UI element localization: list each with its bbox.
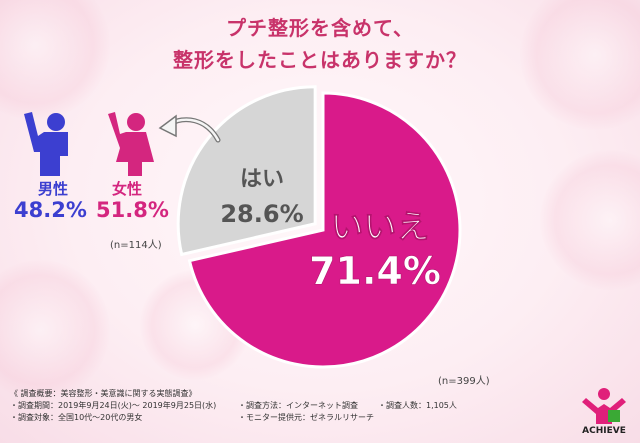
achieve-logo: ACHIEVE: [578, 386, 630, 438]
male-percentage: 48.2%: [14, 198, 87, 222]
footnote-count: ・調査人数：1,105人: [378, 401, 457, 410]
female-percentage: 51.8%: [96, 198, 169, 222]
footnote-target: ・調査対象：全国10代〜20代の男女: [10, 413, 143, 422]
chart-title: プチ整形を含めて、 整形をしたことはありますか？: [0, 12, 640, 76]
total-sample-size: (n=399人): [438, 376, 490, 387]
footnote-period: ・調査期間：2019年9月24日(火)〜 2019年9月25日(水): [10, 401, 217, 410]
female-label: 女性: [112, 180, 143, 198]
curved-arrow-icon: [158, 114, 221, 143]
achieve-logo-icon: [582, 388, 626, 424]
footnote-heading: 《 調査概要：美容整形・美意識に関する実態調査》: [10, 389, 197, 398]
male-label: 男性: [38, 180, 69, 198]
male-figure-icon: [24, 112, 68, 176]
chart-title-line1: プチ整形を含めて、: [226, 16, 414, 40]
pie-label-hai: はい: [240, 167, 284, 192]
footnote-method: ・調査方法：インターネット調査: [238, 401, 358, 410]
pie-value-iie: 71.4%: [309, 249, 441, 293]
pie-value-hai: 28.6%: [220, 200, 303, 228]
pie-slice-hai: [176, 85, 317, 257]
survey-footnote: 《 調査概要：美容整形・美意識に関する実態調査》 ・調査期間：2019年9月24…: [10, 388, 480, 424]
female-figure-icon: [108, 112, 154, 176]
pie-label-iie: いいえ: [331, 207, 430, 246]
footnote-provider: ・モニター提供元：ゼネラルリサーチ: [238, 413, 374, 422]
achieve-logo-text: ACHIEVE: [582, 426, 626, 436]
chart-title-line2: 整形をしたことはありますか？: [173, 48, 467, 72]
gender-sample-size: (n=114人): [110, 240, 162, 251]
background-rose: [0, 260, 110, 400]
pie-slice-iie: [187, 91, 462, 369]
